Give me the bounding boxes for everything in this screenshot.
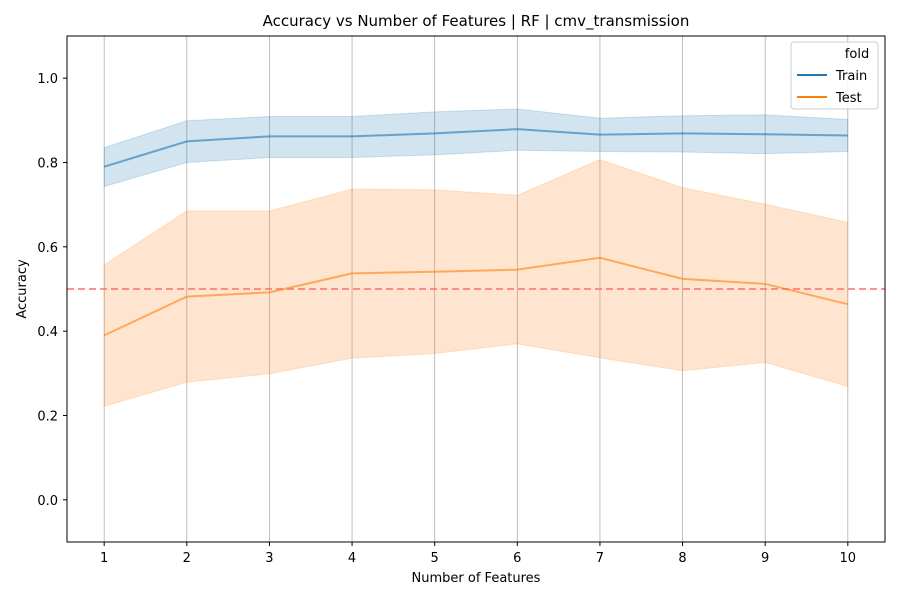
legend-title: fold bbox=[845, 47, 869, 62]
confidence-band-train bbox=[103, 108, 849, 188]
x-tick-label: 8 bbox=[678, 551, 686, 566]
y-axis-ticks: 0.0 0.2 0.4 0.6 0.8 1.0 bbox=[37, 72, 67, 509]
x-tick-label: 1 bbox=[100, 551, 108, 566]
x-tick-label: 7 bbox=[596, 551, 604, 566]
series-line-train bbox=[103, 128, 848, 168]
legend: fold Train Test bbox=[790, 41, 879, 110]
chart-title: Accuracy vs Number of Features | RF | cm… bbox=[263, 12, 690, 31]
y-tick-label: 0.0 bbox=[37, 494, 58, 509]
series-lines bbox=[103, 128, 849, 337]
confidence-bands bbox=[103, 108, 849, 407]
series-line-test bbox=[103, 256, 849, 337]
y-tick-label: 0.2 bbox=[37, 410, 58, 425]
y-tick-label: 1.0 bbox=[37, 72, 58, 87]
y-tick-label: 0.4 bbox=[37, 325, 58, 340]
x-tick-label: 4 bbox=[348, 551, 356, 566]
x-axis-ticks: 1 2 3 4 5 6 7 8 9 10 bbox=[100, 542, 856, 566]
legend-box bbox=[790, 41, 879, 110]
y-tick-label: 0.8 bbox=[37, 157, 58, 172]
legend-items: Train Test bbox=[797, 69, 867, 106]
y-tick-label: 0.6 bbox=[37, 241, 58, 256]
x-tick-label: 5 bbox=[431, 551, 439, 566]
x-tick-label: 9 bbox=[761, 551, 769, 566]
x-tick-label: 10 bbox=[840, 551, 857, 566]
x-tick-label: 2 bbox=[183, 551, 191, 566]
x-tick-label: 6 bbox=[513, 551, 521, 566]
y-axis-label: Accuracy bbox=[15, 259, 30, 319]
x-tick-label: 3 bbox=[265, 551, 273, 566]
plot-frame bbox=[66, 35, 886, 543]
legend-label-train: Train bbox=[835, 69, 867, 84]
legend-label-test: Test bbox=[835, 91, 862, 106]
confidence-band-test bbox=[103, 159, 849, 407]
x-axis-label: Number of Features bbox=[412, 571, 541, 586]
